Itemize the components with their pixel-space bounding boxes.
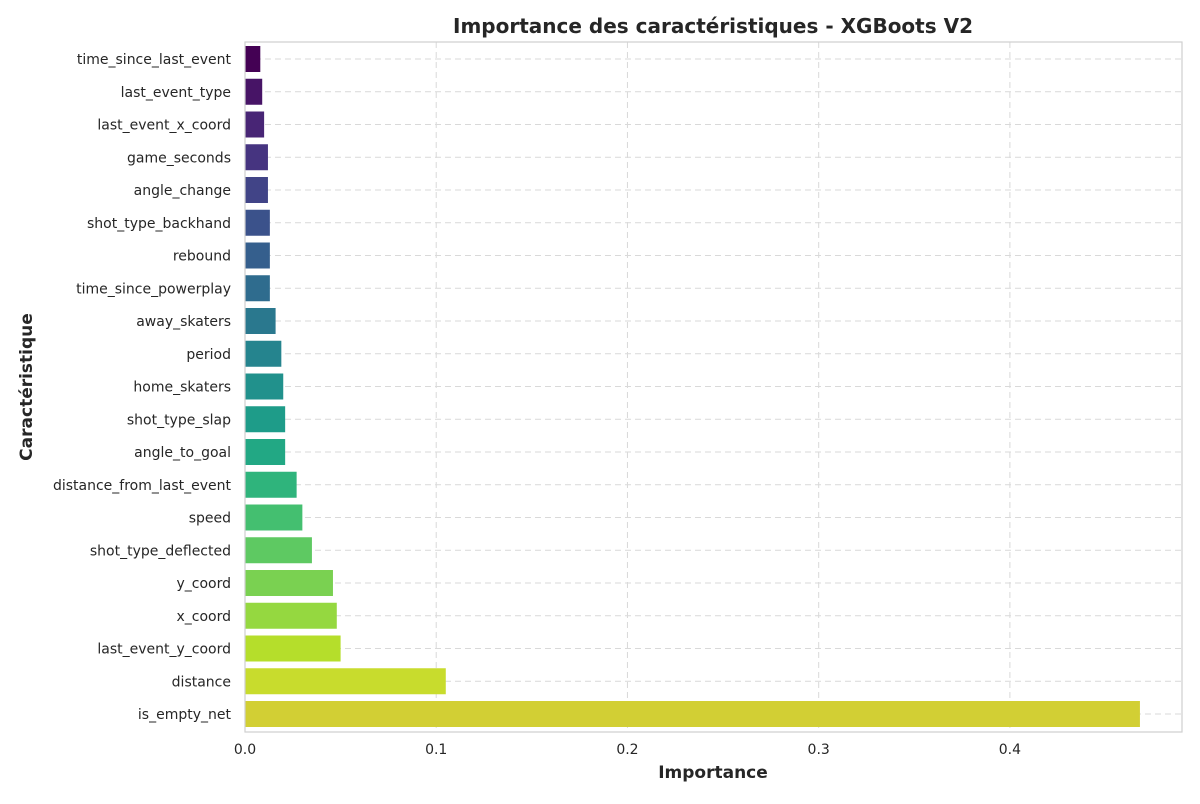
- y-tick-label: game_seconds: [127, 150, 231, 166]
- bar-last-event-y-coord: [245, 635, 341, 662]
- bar-shot-type-backhand: [245, 209, 270, 236]
- y-tick-label: shot_type_backhand: [87, 216, 231, 232]
- y-tick-label: angle_to_goal: [134, 445, 231, 461]
- y-tick-label: last_event_x_coord: [97, 118, 231, 134]
- y-tick-label: shot_type_deflected: [90, 543, 231, 559]
- x-tick-label: 0.2: [616, 742, 638, 758]
- bar-distance-from-last-event: [245, 471, 297, 498]
- bar-angle-change: [245, 177, 268, 203]
- y-tick-label: period: [186, 347, 231, 363]
- bar-shot-type-slap: [245, 406, 286, 433]
- y-tick-label: time_since_last_event: [77, 52, 232, 68]
- y-tick-label: x_coord: [176, 609, 231, 625]
- y-tick-label: last_event_type: [121, 85, 231, 101]
- bar-time-since-powerplay: [245, 275, 270, 302]
- y-tick-label: time_since_powerplay: [76, 281, 231, 297]
- x-tick-labels: 0.0 0.1 0.2 0.3 0.4: [234, 742, 1021, 758]
- y-tick-label: away_skaters: [136, 314, 231, 330]
- bar-shot-type-deflected: [245, 537, 312, 564]
- x-tick-label: 0.3: [808, 742, 830, 758]
- x-tick-label: 0.0: [234, 742, 256, 758]
- y-tick-label: distance: [172, 674, 231, 690]
- bar-period: [245, 340, 282, 367]
- bar-time-since-last-event: [245, 46, 261, 72]
- grid-layer: [244, 42, 1182, 732]
- chart-title: Importance des caractéristiques - XGBoot…: [453, 14, 973, 38]
- y-tick-label: last_event_y_coord: [97, 642, 231, 658]
- bar-rebound: [245, 242, 270, 269]
- plot-frame: [244, 41, 1183, 733]
- y-tick-label: rebound: [173, 249, 231, 265]
- x-tick-label: 0.1: [425, 742, 447, 758]
- x-axis-label: Importance: [658, 763, 768, 783]
- bar-is-empty-net: [245, 701, 1140, 727]
- bar-layer: [245, 46, 1140, 727]
- bar-home-skaters: [245, 373, 284, 400]
- bar-last-event-type: [245, 78, 263, 105]
- bar-y-coord: [245, 570, 333, 596]
- y-axis-label: Caractéristique: [17, 313, 37, 461]
- y-tick-label: angle_change: [134, 183, 231, 199]
- y-tick-label: shot_type_slap: [127, 412, 231, 428]
- bar-game-seconds: [245, 144, 268, 171]
- y-tick-label: speed: [189, 511, 231, 527]
- bar-speed: [245, 504, 303, 531]
- bar-away-skaters: [245, 308, 276, 334]
- y-tick-label: distance_from_last_event: [53, 478, 232, 494]
- bar-angle-to-goal: [245, 439, 286, 465]
- bar-last-event-x-coord: [245, 111, 265, 138]
- y-tick-label: home_skaters: [133, 380, 231, 396]
- bar-distance: [245, 668, 446, 695]
- bar-x-coord: [245, 602, 337, 629]
- y-tick-label: y_coord: [176, 576, 231, 592]
- y-tick-label: is_empty_net: [138, 707, 232, 723]
- y-tick-labels: time_since_last_event last_event_typelast…: [53, 52, 232, 723]
- x-tick-label: 0.4: [999, 742, 1021, 758]
